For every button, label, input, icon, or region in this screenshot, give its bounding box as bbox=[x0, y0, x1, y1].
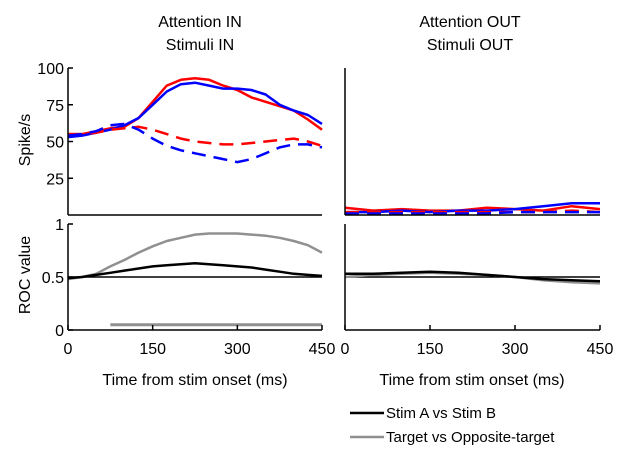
series-line-2 bbox=[345, 201, 600, 214]
series-line-1 bbox=[344, 204, 601, 212]
y-tick-label: 75 bbox=[46, 98, 64, 115]
x-tick-label: 0 bbox=[341, 341, 350, 358]
x-tick-label: 300 bbox=[224, 341, 251, 358]
x-tick-label: 450 bbox=[309, 341, 336, 358]
legend-label-target: Target vs Opposite-target bbox=[386, 429, 555, 446]
panel-roc-attention-in: 0 0.5 1 0 150 300 450 bbox=[42, 217, 336, 358]
legend: Stim A vs Stim B Target vs Opposite-targ… bbox=[350, 405, 555, 446]
series-line-2 bbox=[67, 81, 323, 139]
panel-roc-attention-out: 0 150 300 450 bbox=[341, 224, 614, 358]
x-tick-label: 0 bbox=[64, 341, 73, 358]
series-line-1 bbox=[68, 77, 323, 136]
ylabel-rate: Spike/s bbox=[17, 114, 34, 166]
panel-rate-attention-out bbox=[344, 68, 601, 216]
xlabel-left: Time from stim onset (ms) bbox=[102, 372, 287, 389]
series-line-2 bbox=[345, 270, 601, 283]
series-line-1 bbox=[67, 232, 323, 281]
y-tick-label: 50 bbox=[46, 135, 64, 152]
title-left-line2: Stimuli IN bbox=[166, 37, 234, 54]
ylabel-roc: ROC value bbox=[17, 236, 34, 314]
title-right-line2: Stimuli OUT bbox=[427, 37, 513, 54]
series-line-4 bbox=[67, 122, 323, 164]
xlabel-right: Time from stim onset (ms) bbox=[379, 372, 564, 389]
x-tick-label: 450 bbox=[587, 341, 614, 358]
legend-label-stim: Stim A vs Stim B bbox=[386, 405, 496, 422]
series-line-2 bbox=[67, 261, 323, 280]
x-tick-label: 300 bbox=[502, 341, 529, 358]
title-left-line1: Attention IN bbox=[158, 14, 242, 31]
x-tick-label: 150 bbox=[417, 341, 444, 358]
y-tick-label: 25 bbox=[46, 171, 64, 188]
y-tick-label: 0 bbox=[55, 323, 64, 340]
y-tick-label: 0.5 bbox=[42, 270, 64, 287]
y-tick-label: 100 bbox=[37, 61, 64, 78]
title-right-line1: Attention OUT bbox=[419, 14, 521, 31]
x-tick-label: 150 bbox=[139, 341, 166, 358]
y-tick-label: 1 bbox=[55, 217, 64, 234]
panel-rate-attention-in: 25 50 75 100 bbox=[37, 61, 323, 216]
